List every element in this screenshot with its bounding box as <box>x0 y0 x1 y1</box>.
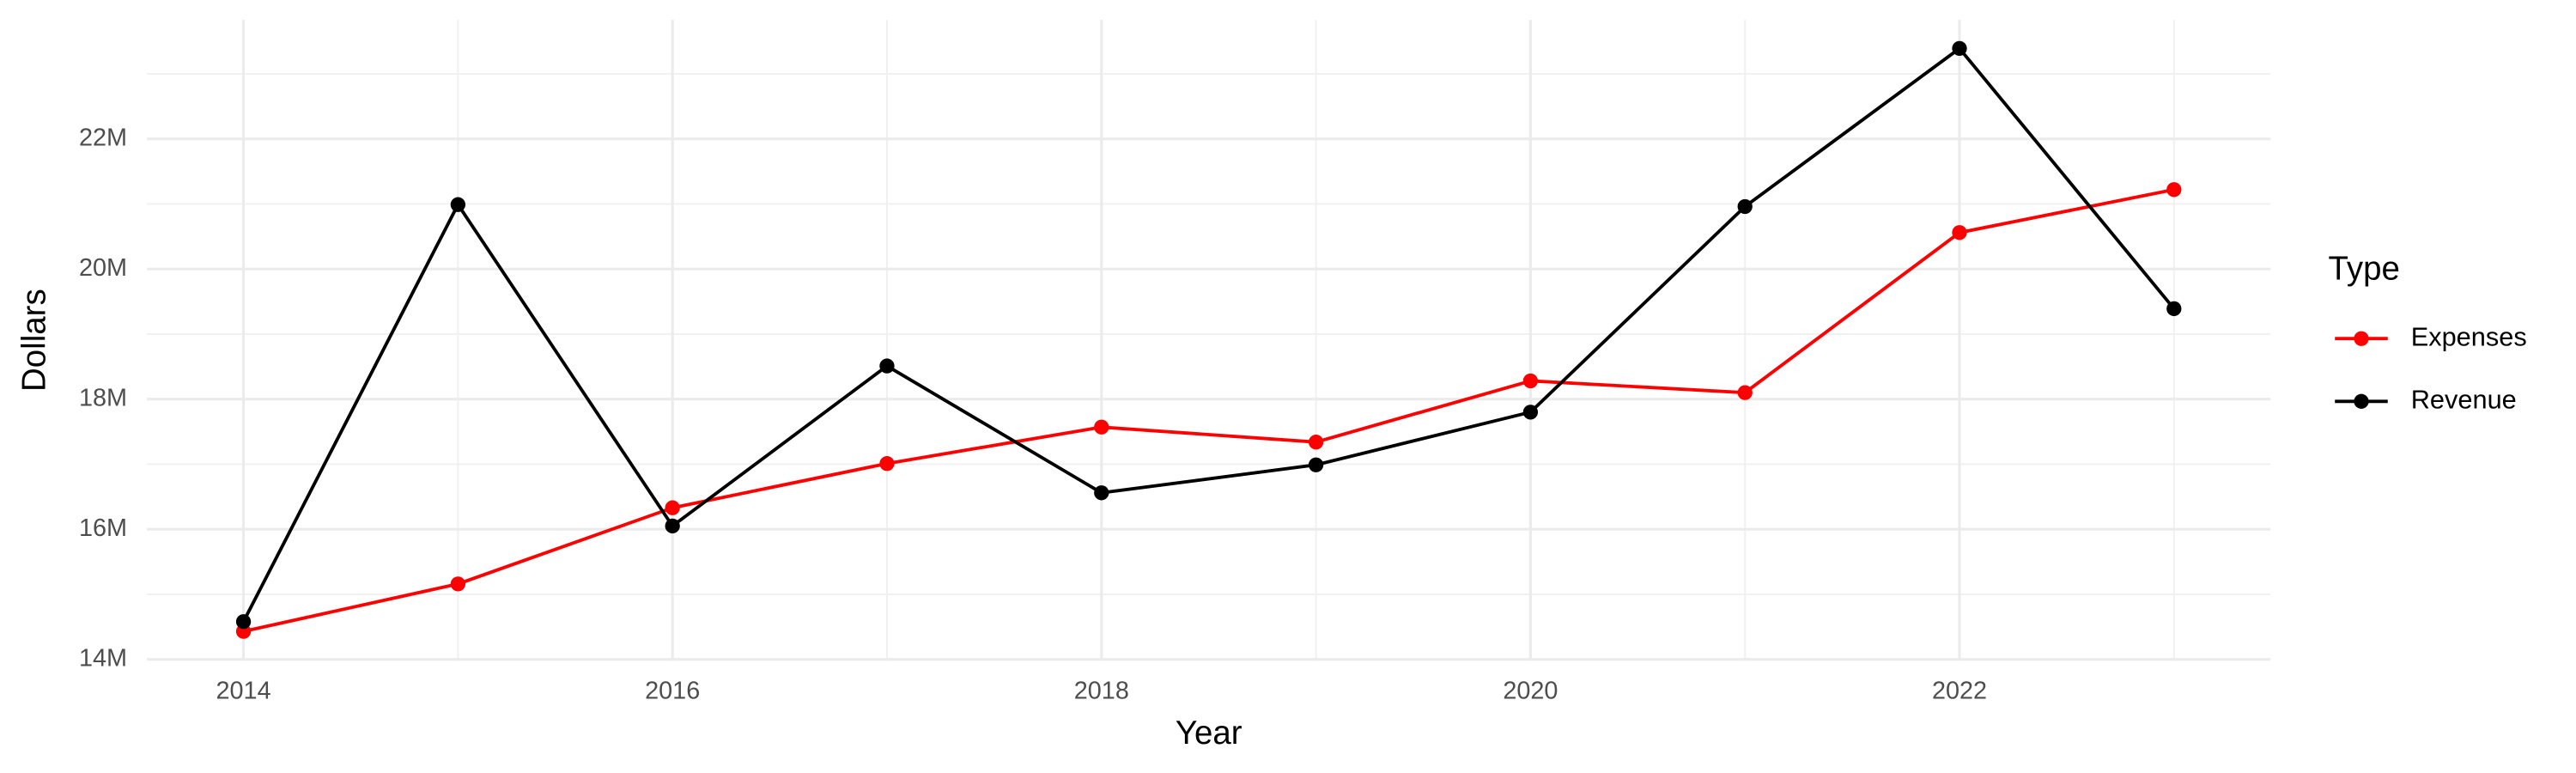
legend-label: Expenses <box>2411 321 2527 351</box>
data-point <box>1308 435 1324 450</box>
x-tick-label: 2014 <box>216 677 270 704</box>
data-point <box>665 500 680 515</box>
x-tick-label: 2022 <box>1932 677 1987 704</box>
data-point <box>1952 225 1967 240</box>
y-tick-label: 20M <box>79 254 127 282</box>
legend-key-point <box>2354 331 2369 346</box>
y-tick-label: 16M <box>79 514 127 542</box>
y-axis-title: Dollars <box>15 289 52 392</box>
legend-label: Revenue <box>2411 384 2517 414</box>
data-point <box>1737 198 1753 215</box>
data-point <box>1522 405 1539 420</box>
data-point <box>450 576 466 592</box>
y-tick-label: 22M <box>79 124 127 151</box>
data-point <box>2166 182 2182 198</box>
x-tick-label: 2016 <box>645 677 700 704</box>
data-point <box>1094 485 1109 501</box>
data-point <box>1094 419 1109 435</box>
y-tick-label: 14M <box>79 644 127 672</box>
x-tick-label: 2020 <box>1503 677 1558 704</box>
y-tick-label: 18M <box>79 384 127 411</box>
series-line <box>241 46 2176 623</box>
data-point <box>1952 40 1967 57</box>
data-point <box>1522 373 1539 389</box>
data-point <box>2166 301 2182 317</box>
legend-title: Type <box>2329 251 2400 288</box>
x-axis-title: Year <box>1176 715 1242 752</box>
data-point <box>450 197 466 212</box>
data-point <box>665 518 680 534</box>
legend-key-point <box>2354 393 2369 409</box>
data-point <box>1737 385 1753 400</box>
data-point <box>235 614 252 630</box>
x-tick-label: 2018 <box>1074 677 1129 704</box>
data-point <box>879 456 895 472</box>
data-point <box>1308 457 1324 472</box>
data-point <box>879 358 895 374</box>
series-line <box>243 187 2175 634</box>
